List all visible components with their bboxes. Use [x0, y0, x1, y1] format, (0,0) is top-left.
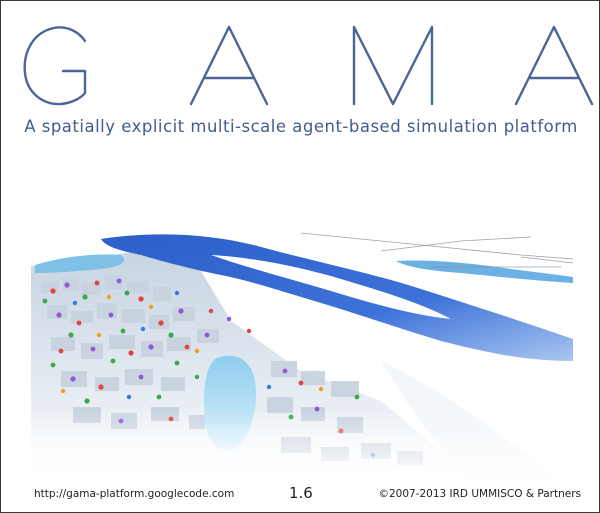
title-letter-a2 — [514, 25, 594, 106]
river-island — [211, 255, 451, 319]
app-title: GAMA — [1, 15, 599, 111]
footer: http://gama-platform.googlecode.com 1.6 … — [1, 481, 599, 511]
title-letter-g — [23, 26, 87, 106]
title-letter-a1 — [189, 25, 269, 106]
river — [101, 234, 573, 361]
version-label: 1.6 — [289, 484, 313, 502]
city-simulation-image — [1, 211, 599, 481]
subtitle: A spatially explicit multi-scale agent-b… — [24, 117, 578, 136]
copyright-text: ©2007-2013 IRD UMMISCO & Partners — [378, 488, 581, 500]
left-channel — [35, 254, 125, 273]
app-title-logo — [23, 25, 594, 106]
website-link[interactable]: http://gama-platform.googlecode.com — [34, 488, 235, 500]
title-letter-m — [352, 25, 434, 106]
upper-channel — [396, 260, 573, 283]
